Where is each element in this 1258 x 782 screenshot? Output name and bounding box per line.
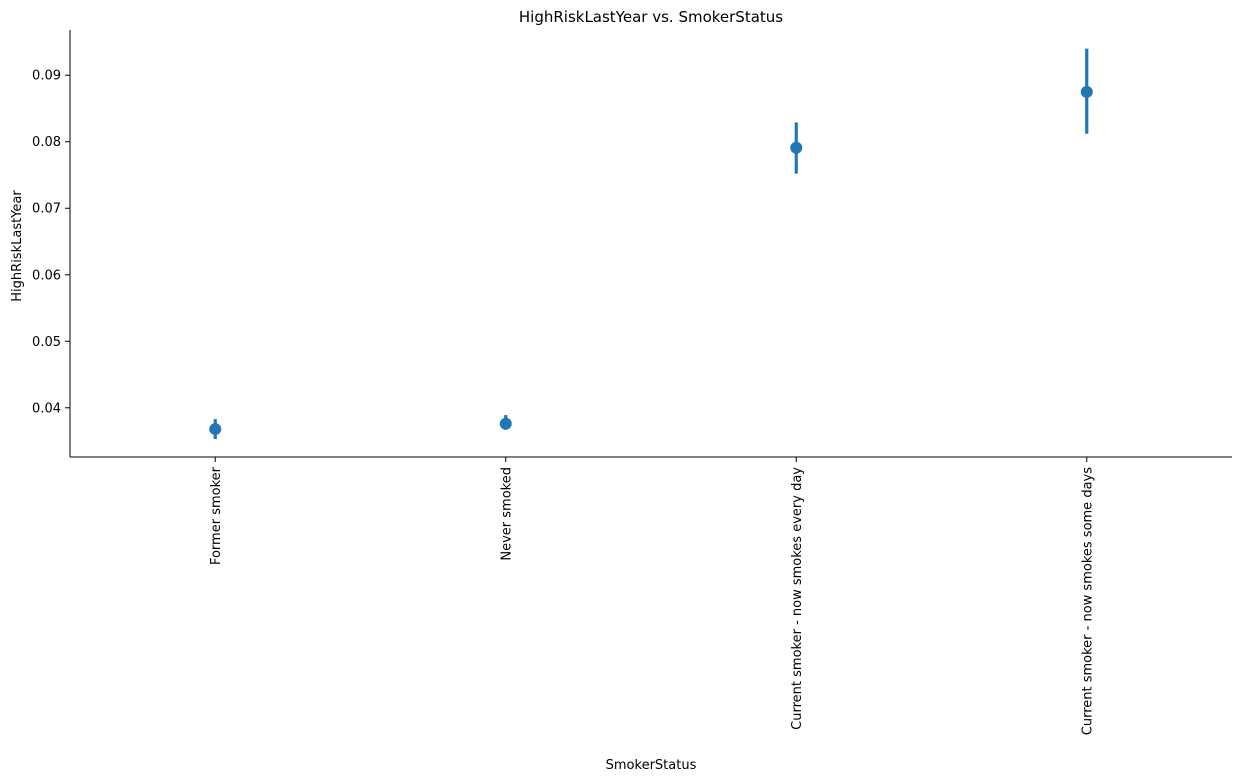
x-axis-label: SmokerStatus	[606, 758, 697, 773]
y-tick-label: 0.04	[32, 401, 61, 416]
y-tick-label: 0.06	[32, 268, 61, 283]
data-point	[209, 423, 222, 436]
x-tick-label: Current smoker - now smokes every day	[790, 467, 805, 730]
x-tick-label: Former smoker	[209, 466, 224, 565]
data-point	[499, 417, 512, 430]
y-tick-label: 0.08	[32, 135, 61, 150]
x-tick-label: Never smoked	[499, 467, 514, 561]
chart-title: HighRiskLastYear vs. SmokerStatus	[519, 8, 783, 26]
x-ticks: Former smoker Never smoked Current smoker …	[209, 457, 1095, 735]
data-point	[790, 141, 803, 154]
y-tick-label: 0.07	[32, 202, 61, 217]
y-tick-label: 0.09	[32, 69, 61, 84]
y-axis-label: HighRiskLastYear	[10, 190, 25, 302]
x-tick-label: Current smoker - now smokes some days	[1080, 467, 1095, 735]
plot-area	[209, 48, 1093, 440]
data-point	[1080, 85, 1093, 98]
y-tick-label: 0.05	[32, 335, 61, 350]
y-ticks: 0.04 0.05 0.06 0.07 0.08 0.09	[32, 69, 70, 416]
